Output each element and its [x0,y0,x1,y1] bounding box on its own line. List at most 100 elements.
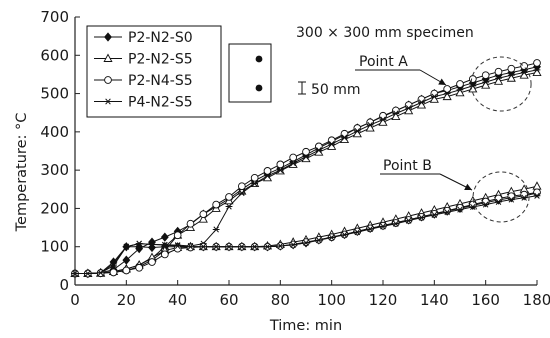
data-point-marker [495,75,502,82]
legend-entry: P2-N2-S0 [94,30,193,46]
data-point-marker [430,93,438,100]
data-point-marker [251,243,259,250]
annotations [228,43,532,223]
data-point-marker [289,241,297,248]
point-b-label: Point B [383,158,432,174]
data-point-marker [212,226,220,233]
data-point-marker [507,192,516,201]
data-point-marker [353,229,361,236]
legend-label: P2-N4-S5 [128,73,193,89]
data-point-marker [238,190,246,197]
data-point-marker [507,64,516,73]
y-tick-label: 500 [40,85,69,103]
data-point-marker [520,69,528,76]
data-point-marker [250,173,259,182]
y-tick-label: 200 [40,199,69,217]
data-point-marker [110,260,117,267]
x-tick-label: 40 [168,291,187,309]
data-point-marker [161,242,169,249]
data-point-marker [276,242,284,249]
data-point-marker [456,86,464,93]
x-tick-label: 80 [271,291,290,309]
data-point-marker [341,231,348,238]
data-point-marker [289,153,298,162]
data-point-marker [430,211,438,218]
point-a-label: Point A [359,54,408,70]
data-point-marker [392,110,400,117]
data-point-marker [276,160,285,169]
data-point-marker [148,258,156,266]
scale-bar-icon [298,81,306,95]
data-point-marker [135,263,144,272]
data-point-marker [199,210,208,219]
inset-point-b-dot [255,55,263,63]
data-point-marker [212,200,221,209]
data-point-marker [135,242,144,252]
y-tick-label: 600 [40,46,69,64]
legend-entry: P2-N2-S5 [94,52,193,68]
data-point-marker [392,220,400,227]
data-point-marker [264,243,271,250]
data-point-marker [148,241,156,248]
data-point-marker [122,243,130,250]
series-p2-n2-s5-point-b [70,181,542,277]
data-point-marker [97,269,105,276]
data-point-marker [430,209,439,218]
data-point-marker [276,167,284,174]
legend-label: P2-N2-S0 [128,30,193,46]
legend: P2-N2-S0 P2-N2-S5 P2-N4-S5 P4-N2-S5 [86,25,222,118]
data-point-marker [160,232,169,242]
data-point-marker [187,243,194,250]
point-b-highlight [472,171,530,223]
data-point-marker [520,194,528,201]
data-point-marker [379,223,387,230]
data-point-marker [122,266,131,275]
data-point-marker [302,153,310,160]
data-point-marker [173,231,182,240]
data-point-marker [328,234,336,241]
point-a-arrow-head [438,78,446,85]
data-point-marker [418,99,425,106]
data-point-marker [353,128,361,135]
data-point-marker [199,243,207,250]
y-tick-label: 400 [40,123,69,141]
data-point-marker [148,242,156,253]
legend-label: P2-N2-S5 [128,52,193,68]
data-point-marker [238,243,246,250]
x-tick-label: 0 [70,291,80,309]
data-point-marker [533,188,541,197]
series-p4-n2-s5-point-b [71,192,541,277]
data-point-marker [263,167,272,175]
data-point-marker [507,72,515,79]
inset-point-a-dot [255,84,263,92]
data-point-marker [533,66,541,73]
data-point-marker [135,240,143,247]
data-point-marker [160,250,169,259]
data-point-marker [302,147,310,156]
y-tick-label: 700 [40,8,69,26]
data-point-marker [225,193,233,201]
point-a-highlight [470,56,532,112]
axes: 0 20 40 60 80 100 120 140 160 180 0 100 200 300 400 500… [40,8,550,309]
data-point-marker [109,268,118,277]
x-tick-label: 140 [420,291,449,309]
data-point-marker [418,214,425,221]
data-point-marker [315,147,323,154]
data-point-marker [289,160,297,167]
x-axis-label: Time: min [269,318,342,334]
data-point-marker [264,172,271,179]
data-point-marker [104,98,112,105]
data-point-marker [482,201,490,208]
scale-bar-label: 50 mm [311,82,361,98]
data-point-marker [198,214,208,223]
legend-entry: P2-N4-S5 [94,73,193,89]
data-point-marker [482,79,490,86]
data-point-marker [533,192,541,199]
data-point-marker [225,243,233,250]
point-b-arrow-head [464,183,472,190]
data-point-marker [443,90,451,97]
series-line [75,185,538,275]
data-point-marker [494,194,503,203]
data-point-marker [251,180,259,187]
